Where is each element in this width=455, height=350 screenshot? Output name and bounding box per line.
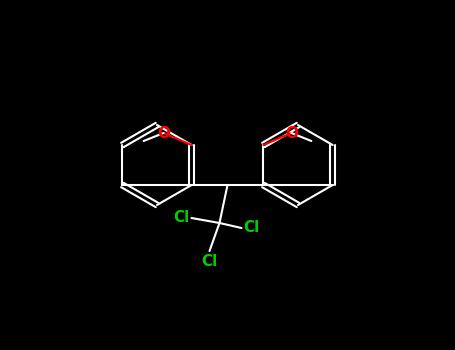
Text: Cl: Cl [202, 253, 217, 268]
Text: O: O [157, 126, 170, 140]
Text: Cl: Cl [173, 210, 190, 225]
Text: O: O [285, 126, 298, 140]
Text: Cl: Cl [243, 220, 260, 236]
